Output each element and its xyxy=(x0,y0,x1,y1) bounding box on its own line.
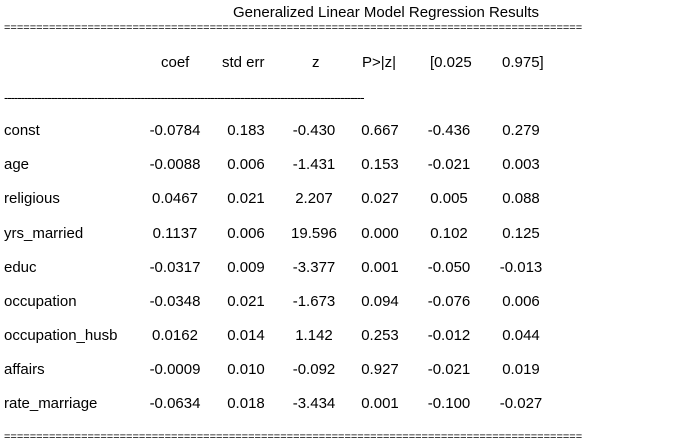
results-title: Generalized Linear Model Regression Resu… xyxy=(233,4,539,21)
header-ci-lower: [0.025 xyxy=(430,54,472,71)
table-cell: -0.0348 xyxy=(149,293,201,310)
table-cell: 1.142 xyxy=(295,327,333,344)
table-cell: 0.094 xyxy=(361,293,399,310)
table-cell: 0.000 xyxy=(361,225,399,242)
header-z: z xyxy=(312,54,320,71)
header-pvalue: P>|z| xyxy=(362,54,397,71)
table-cell: -0.436 xyxy=(427,122,471,139)
table-cell: 0.014 xyxy=(227,327,265,344)
table-cell: 0.044 xyxy=(502,327,540,344)
table-cell: 0.018 xyxy=(227,395,265,412)
header-ci-upper: 0.975] xyxy=(502,54,544,71)
table-cell: 0.009 xyxy=(227,259,265,276)
table-cell: 0.279 xyxy=(502,122,540,139)
table-cell: 0.006 xyxy=(227,225,265,242)
row-label: occupation_husb xyxy=(4,327,118,344)
table-cell: 0.927 xyxy=(361,361,399,378)
table-cell: -0.013 xyxy=(499,259,543,276)
table-cell: 0.1137 xyxy=(152,225,198,242)
table-cell: 0.021 xyxy=(227,293,265,310)
single-rule: ----------------------------------------… xyxy=(4,92,365,104)
table-cell: -1.431 xyxy=(292,156,336,173)
row-label: religious xyxy=(4,190,60,207)
table-cell: -0.012 xyxy=(427,327,471,344)
table-cell: 0.001 xyxy=(361,259,399,276)
table-cell: -0.0088 xyxy=(149,156,201,173)
table-cell: 0.253 xyxy=(361,327,399,344)
table-cell: -0.0009 xyxy=(149,361,201,378)
table-cell: -0.050 xyxy=(427,259,471,276)
table-cell: -0.100 xyxy=(427,395,471,412)
header-coef: coef xyxy=(161,54,190,71)
row-label: age xyxy=(4,156,30,173)
row-label: affairs xyxy=(4,361,45,378)
table-cell: -0.027 xyxy=(499,395,543,412)
table-cell: 0.088 xyxy=(502,190,540,207)
table-cell: 0.153 xyxy=(361,156,399,173)
table-cell: 0.006 xyxy=(502,293,540,310)
table-cell: 0.027 xyxy=(361,190,399,207)
table-cell: 0.003 xyxy=(502,156,540,173)
row-label: rate_marriage xyxy=(4,395,98,412)
double-rule-top: ========================================… xyxy=(4,22,583,34)
table-cell: -3.434 xyxy=(292,395,336,412)
table-cell: 0.102 xyxy=(430,225,468,242)
table-cell: 19.596 xyxy=(291,225,337,242)
row-label: yrs_married xyxy=(4,225,84,242)
table-cell: -0.092 xyxy=(292,361,336,378)
table-cell: 0.019 xyxy=(502,361,540,378)
table-cell: -3.377 xyxy=(292,259,336,276)
table-cell: 0.021 xyxy=(227,190,265,207)
table-cell: -0.430 xyxy=(292,122,336,139)
table-cell: 0.125 xyxy=(502,225,540,242)
row-label: occupation xyxy=(4,293,77,310)
table-cell: -0.0634 xyxy=(149,395,201,412)
table-cell: -0.021 xyxy=(427,156,471,173)
table-cell: 0.005 xyxy=(430,190,468,207)
row-label: const xyxy=(4,122,40,139)
table-cell: 0.001 xyxy=(361,395,399,412)
table-cell: -0.076 xyxy=(427,293,471,310)
header-std-err: std err xyxy=(222,54,265,71)
table-cell: 0.006 xyxy=(227,156,265,173)
row-label: educ xyxy=(4,259,37,276)
table-cell: -0.0317 xyxy=(149,259,201,276)
table-cell: 0.010 xyxy=(227,361,265,378)
table-cell: -1.673 xyxy=(292,293,336,310)
table-cell: 2.207 xyxy=(295,190,333,207)
double-rule-bottom: ========================================… xyxy=(4,431,583,443)
table-cell: 0.0467 xyxy=(152,190,198,207)
table-cell: -0.0784 xyxy=(149,122,201,139)
table-cell: 0.183 xyxy=(227,122,265,139)
table-cell: 0.667 xyxy=(361,122,399,139)
table-cell: 0.0162 xyxy=(152,327,198,344)
table-cell: -0.021 xyxy=(427,361,471,378)
